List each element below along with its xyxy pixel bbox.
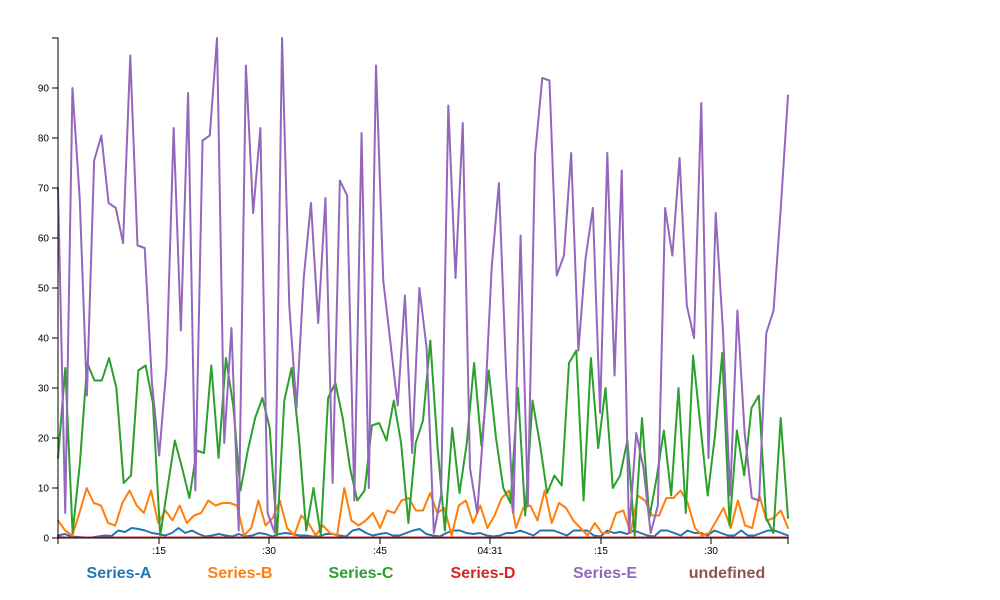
series-layer xyxy=(57,37,789,539)
legend-item-series-e[interactable]: Series-E xyxy=(573,565,637,582)
y-tick-label: 70 xyxy=(38,184,50,195)
x-tick-label: :45 xyxy=(373,546,387,557)
y-tick-label: 60 xyxy=(38,234,50,245)
x-axis: :15 :30 :45 04:31 :15 :30 xyxy=(57,537,789,557)
series-line-series-e xyxy=(57,37,789,534)
series-line-series-b xyxy=(57,487,789,537)
y-axis: 0 10 20 30 40 50 60 70 80 90 xyxy=(38,37,59,545)
y-tick-label: 30 xyxy=(38,384,50,395)
y-tick-label: 90 xyxy=(38,84,50,95)
series-line-series-d xyxy=(57,536,789,539)
y-tick-label: 50 xyxy=(38,284,50,295)
y-tick-label: 10 xyxy=(38,484,50,495)
series-line-series-c xyxy=(57,339,789,537)
x-tick-label: :15 xyxy=(594,546,608,557)
legend-item-series-d[interactable]: Series-D xyxy=(451,565,516,582)
x-tick-label: :30 xyxy=(704,546,718,557)
y-tick-label: 20 xyxy=(38,434,50,445)
legend-item-series-a[interactable]: Series-A xyxy=(87,565,152,582)
legend: Series-A Series-B Series-C Series-D Series-E… xyxy=(87,565,766,582)
plot-area xyxy=(57,37,789,539)
y-tick-label: 0 xyxy=(43,534,49,545)
x-tick-label: :30 xyxy=(262,546,276,557)
legend-item-series-b[interactable]: Series-B xyxy=(208,565,273,582)
x-tick-label: :15 xyxy=(152,546,166,557)
series-line-series-a xyxy=(57,527,789,539)
legend-item-series-c[interactable]: Series-C xyxy=(329,565,394,582)
y-tick-label: 80 xyxy=(38,134,50,145)
x-axis-line xyxy=(57,537,789,544)
legend-item-undefined[interactable]: undefined xyxy=(689,565,765,582)
y-tick-label: 40 xyxy=(38,334,50,345)
x-tick-label: 04:31 xyxy=(477,546,502,557)
